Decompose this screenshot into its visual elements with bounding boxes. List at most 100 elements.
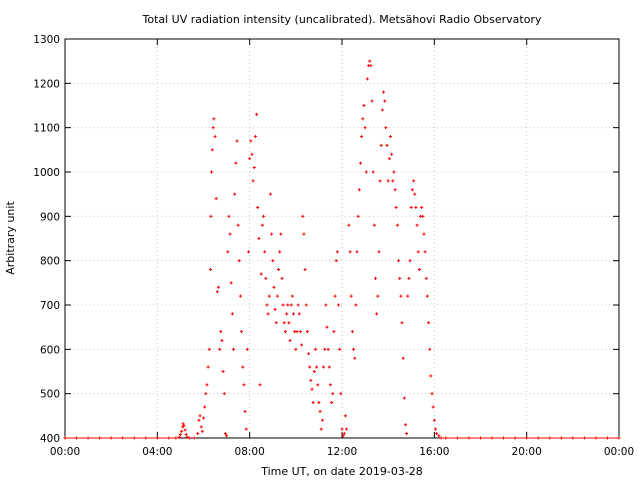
data-point (325, 325, 329, 329)
data-point (394, 205, 398, 209)
data-point (407, 276, 411, 280)
data-point (240, 330, 244, 334)
data-point (207, 347, 211, 351)
data-point (278, 250, 282, 254)
data-point (357, 188, 361, 192)
data-point (324, 303, 328, 307)
data-point (211, 126, 215, 130)
y-tick-label: 600 (40, 344, 60, 356)
data-point (275, 294, 279, 298)
data-point (414, 205, 418, 209)
data-point (296, 303, 300, 307)
data-point (192, 436, 196, 440)
data-point (274, 321, 278, 325)
data-point (372, 223, 376, 227)
data-point (257, 237, 261, 240)
data-point (223, 432, 227, 436)
data-point (333, 294, 337, 298)
data-point (354, 303, 358, 307)
data-point (353, 356, 357, 360)
data-point (228, 232, 232, 236)
data-point (406, 294, 410, 298)
data-point (238, 294, 242, 298)
data-point (347, 223, 351, 227)
data-point (312, 370, 316, 373)
data-point (280, 276, 284, 280)
data-point (266, 312, 270, 316)
data-point (285, 312, 289, 316)
data-point (252, 166, 256, 170)
data-point (203, 405, 207, 409)
data-point (287, 321, 291, 325)
data-point (204, 392, 208, 396)
data-point (281, 303, 285, 307)
data-point (393, 188, 397, 192)
data-point (232, 347, 236, 351)
data-point (415, 223, 419, 227)
data-point (413, 192, 417, 196)
x-tick-label: 12:00 (327, 446, 357, 458)
y-tick-label: 400 (40, 433, 60, 445)
data-point (348, 250, 352, 254)
data-point (265, 303, 269, 307)
data-point (213, 135, 217, 139)
data-point (215, 290, 219, 294)
data-point (437, 434, 441, 438)
x-tick-label: 00:00 (604, 446, 634, 458)
data-point (222, 392, 226, 396)
data-point (286, 303, 290, 307)
data-point (177, 435, 181, 439)
y-tick-label: 1300 (33, 34, 60, 46)
data-point (370, 99, 374, 103)
data-point (401, 356, 405, 360)
data-point (244, 427, 248, 431)
data-point (430, 392, 434, 396)
data-point (301, 214, 305, 218)
data-point (185, 435, 189, 439)
data-point (298, 330, 302, 334)
data-point (307, 352, 311, 356)
data-point (188, 436, 192, 440)
data-point (318, 409, 322, 413)
y-tick-label: 500 (40, 389, 60, 401)
data-point (200, 429, 204, 433)
data-point (206, 365, 210, 369)
data-point (263, 250, 267, 254)
data-point (247, 250, 251, 254)
data-point (412, 179, 416, 183)
data-point (248, 157, 252, 161)
data-point (350, 330, 354, 334)
data-point (328, 383, 332, 387)
data-point (255, 112, 259, 116)
data-point (382, 90, 386, 94)
data-point (221, 370, 225, 373)
data-point (384, 126, 388, 130)
data-point (198, 414, 202, 418)
data-point (272, 285, 276, 289)
data-point (425, 294, 429, 298)
data-point (397, 259, 401, 263)
x-tick-label: 16:00 (419, 446, 449, 458)
data-point (262, 214, 266, 218)
data-point (237, 259, 241, 263)
data-point (282, 321, 286, 325)
data-point (341, 434, 345, 438)
data-point (339, 392, 343, 396)
data-point (369, 64, 373, 68)
data-point (399, 294, 403, 298)
data-point (383, 99, 387, 103)
data-point (279, 232, 283, 236)
data-points (63, 59, 621, 440)
data-point (264, 276, 268, 280)
y-tick-label: 1000 (33, 167, 60, 179)
data-point (400, 321, 404, 325)
data-point (427, 321, 431, 325)
data-point (431, 405, 435, 409)
data-point (330, 401, 334, 405)
data-point (235, 139, 239, 143)
data-point (362, 104, 366, 107)
data-point (300, 343, 304, 347)
data-point (270, 232, 274, 236)
data-point (226, 250, 230, 254)
